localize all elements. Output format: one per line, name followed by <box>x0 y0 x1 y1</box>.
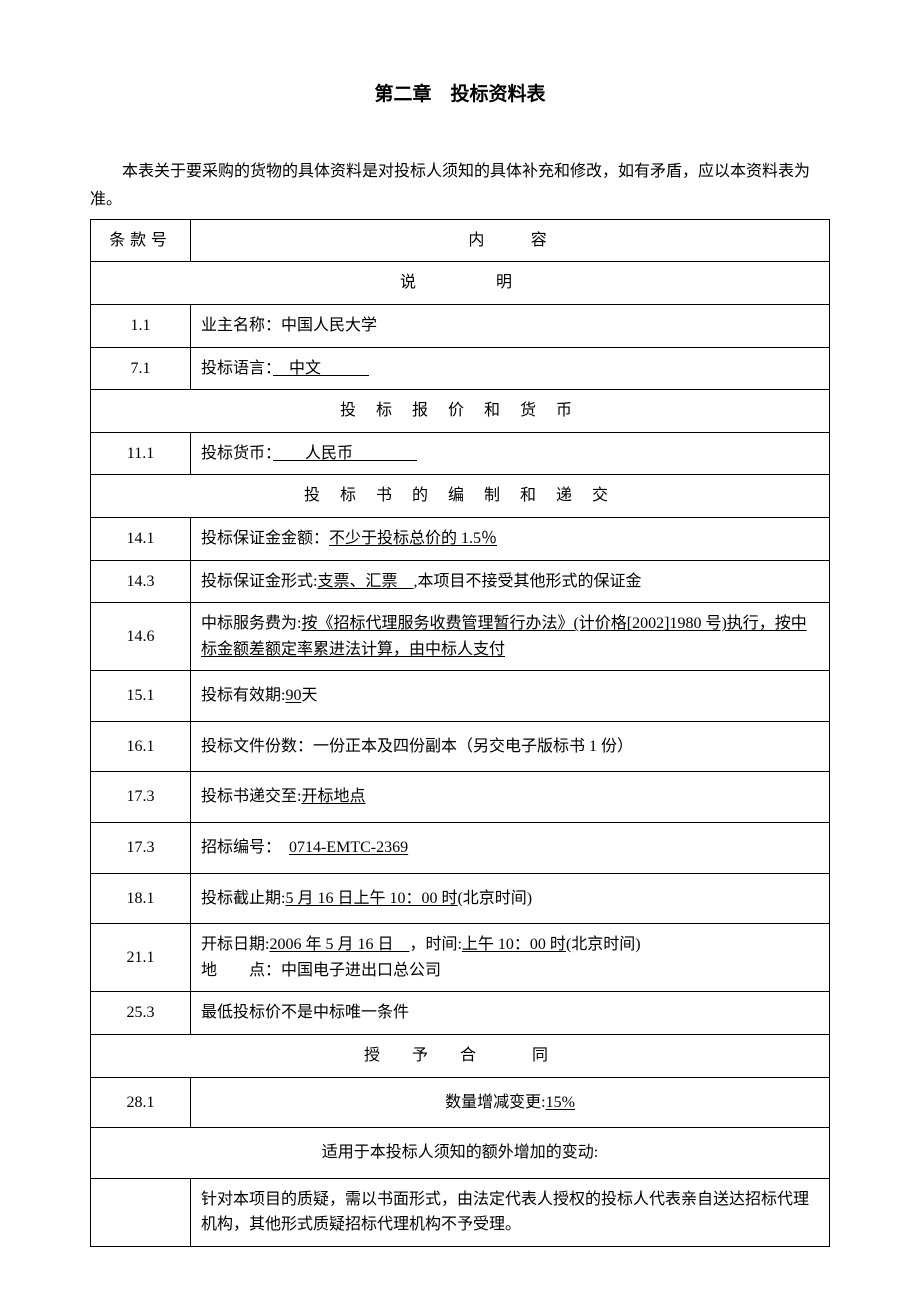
value: 开标地点 <box>301 788 365 805</box>
table-row: 21.1 开标日期:2006 年 5 月 16 日 ，时间:上午 10：00 时… <box>91 924 830 992</box>
label: 招标编号： <box>201 839 289 856</box>
value: 上午 10：00 时 <box>462 936 566 953</box>
value: 不少于投标总价的 1.5％ <box>329 530 497 547</box>
table-row: 18.1 投标截止期:5 月 16 日上午 10：00 时(北京时间) <box>91 873 830 924</box>
clause-content: 开标日期:2006 年 5 月 16 日 ，时间:上午 10：00 时(北京时间… <box>191 924 830 992</box>
table-row: 16.1 投标文件份数：一份正本及四份副本（另交电子版标书 1 份） <box>91 721 830 772</box>
section-label: 说 明 <box>91 262 830 305</box>
section-award-contract: 授 予 合 同 <box>91 1035 830 1078</box>
label: 投标保证金金额： <box>201 530 329 547</box>
label: 投标货币： <box>201 445 273 462</box>
section-additional-changes: 适用于本投标人须知的额外增加的变动: <box>91 1128 830 1179</box>
clause-num: 14.3 <box>91 560 191 603</box>
text: 针对本项目的质疑，需以书面形式，由法定代表人授权的投标人代表亲自送达招标代理机构… <box>201 1191 809 1234</box>
text: ，时间: <box>409 936 461 953</box>
value: 90 <box>285 687 301 704</box>
clause-content: 最低投标价不是中标唯一条件 <box>191 992 830 1035</box>
clause-num: 15.1 <box>91 671 191 722</box>
table-row: 14.1 投标保证金金额：不少于投标总价的 1.5％ <box>91 517 830 560</box>
value: 中国人民大学 <box>281 317 377 334</box>
value: 2006 年 5 月 16 日 <box>269 936 409 953</box>
intro-text: 本表关于要采购的货物的具体资料是对投标人须知的具体补充和修改，如有矛盾，应以本资… <box>90 158 830 212</box>
clause-num: 1.1 <box>91 304 191 347</box>
clause-content: 业主名称：中国人民大学 <box>191 304 830 347</box>
table-row: 14.6 中标服务费为:按《招标代理服务收费管理暂行办法》(计价格[2002]1… <box>91 603 830 671</box>
text: 天 <box>301 687 317 704</box>
clause-num: 11.1 <box>91 432 191 475</box>
section-label: 投 标 报 价 和 货 币 <box>91 390 830 433</box>
label: 数量增减变更: <box>445 1094 545 1111</box>
clause-content: 投标文件份数：一份正本及四份副本（另交电子版标书 1 份） <box>191 721 830 772</box>
clause-content: 中标服务费为:按《招标代理服务收费管理暂行办法》(计价格[2002]1980 号… <box>191 603 830 671</box>
clause-num: 25.3 <box>91 992 191 1035</box>
label: 投标书递交至: <box>201 788 301 805</box>
text: 投标文件份数：一份正本及四份副本（另交电子版标书 1 份） <box>201 738 633 755</box>
text: ,本项目不接受其他形式的保证金 <box>413 573 641 590</box>
table-header-row: 条款号 内 容 <box>91 219 830 262</box>
label: 投标有效期: <box>201 687 285 704</box>
clause-num: 17.3 <box>91 772 191 823</box>
value: 中文 <box>273 360 369 377</box>
clause-content: 招标编号： 0714-EMTC-2369 <box>191 823 830 874</box>
clause-content: 投标书递交至:开标地点 <box>191 772 830 823</box>
table-row: 针对本项目的质疑，需以书面形式，由法定代表人授权的投标人代表亲自送达招标代理机构… <box>91 1178 830 1246</box>
text: (北京时间) <box>566 936 641 953</box>
clause-content: 针对本项目的质疑，需以书面形式，由法定代表人授权的投标人代表亲自送达招标代理机构… <box>191 1178 830 1246</box>
table-row: 15.1 投标有效期:90天 <box>91 671 830 722</box>
label: 中标服务费为: <box>201 615 301 632</box>
bid-data-table: 条款号 内 容 说 明 1.1 业主名称：中国人民大学 7.1 投标语言： 中文… <box>90 219 830 1247</box>
label: 业主名称： <box>201 317 281 334</box>
header-num: 条款号 <box>91 219 191 262</box>
table-row: 28.1 数量增减变更:15% <box>91 1077 830 1128</box>
clause-num: 21.1 <box>91 924 191 992</box>
clause-num: 14.1 <box>91 517 191 560</box>
clause-content: 投标语言： 中文 <box>191 347 830 390</box>
clause-num <box>91 1178 191 1246</box>
value: 0714-EMTC-2369 <box>289 839 408 856</box>
page-title: 第二章 投标资料表 <box>90 80 830 110</box>
clause-num: 28.1 <box>91 1077 191 1128</box>
section-label: 适用于本投标人须知的额外增加的变动: <box>91 1128 830 1179</box>
value: 人民币 <box>273 445 417 462</box>
clause-num: 7.1 <box>91 347 191 390</box>
clause-content: 投标保证金形式:支票、汇票 ,本项目不接受其他形式的保证金 <box>191 560 830 603</box>
section-price-currency: 投 标 报 价 和 货 币 <box>91 390 830 433</box>
section-description: 说 明 <box>91 262 830 305</box>
value: 支票、汇票 <box>317 573 413 590</box>
label: 投标语言： <box>201 360 273 377</box>
text: (北京时间) <box>457 890 532 907</box>
section-label: 授 予 合 同 <box>91 1035 830 1078</box>
table-row: 1.1 业主名称：中国人民大学 <box>91 304 830 347</box>
table-row: 11.1 投标货币： 人民币 <box>91 432 830 475</box>
table-row: 25.3 最低投标价不是中标唯一条件 <box>91 992 830 1035</box>
table-row: 17.3 投标书递交至:开标地点 <box>91 772 830 823</box>
clause-content: 投标截止期:5 月 16 日上午 10：00 时(北京时间) <box>191 873 830 924</box>
header-content: 内 容 <box>191 219 830 262</box>
value: 5 月 16 日上午 10：00 时 <box>285 890 457 907</box>
section-label: 投 标 书 的 编 制 和 递 交 <box>91 475 830 518</box>
clause-content: 投标有效期:90天 <box>191 671 830 722</box>
clause-num: 14.6 <box>91 603 191 671</box>
label: 投标保证金形式: <box>201 573 317 590</box>
clause-content: 数量增减变更:15% <box>191 1077 830 1128</box>
label: 投标截止期: <box>201 890 285 907</box>
text: 最低投标价不是中标唯一条件 <box>201 1004 409 1021</box>
clause-num: 17.3 <box>91 823 191 874</box>
clause-content: 投标保证金金额：不少于投标总价的 1.5％ <box>191 517 830 560</box>
text: 地 点：中国电子进出口总公司 <box>201 962 441 979</box>
table-row: 14.3 投标保证金形式:支票、汇票 ,本项目不接受其他形式的保证金 <box>91 560 830 603</box>
table-row: 17.3 招标编号： 0714-EMTC-2369 <box>91 823 830 874</box>
label: 开标日期: <box>201 936 269 953</box>
value: 15% <box>546 1094 575 1111</box>
section-compile-submit: 投 标 书 的 编 制 和 递 交 <box>91 475 830 518</box>
clause-content: 投标货币： 人民币 <box>191 432 830 475</box>
clause-num: 18.1 <box>91 873 191 924</box>
table-row: 7.1 投标语言： 中文 <box>91 347 830 390</box>
clause-num: 16.1 <box>91 721 191 772</box>
